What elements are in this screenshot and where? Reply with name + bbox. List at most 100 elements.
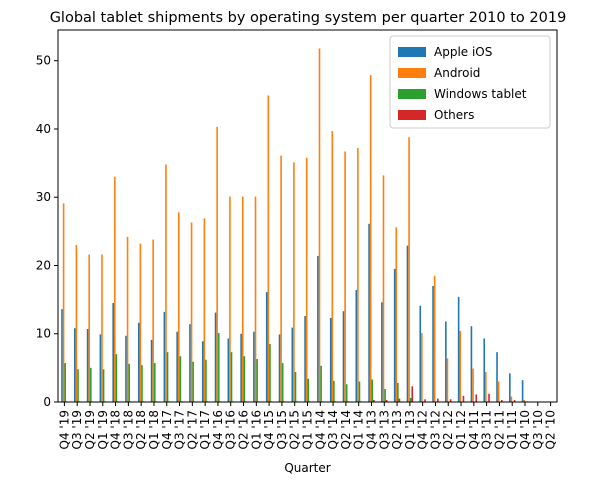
bar-apple-ios-4 xyxy=(112,303,114,402)
bar-area xyxy=(61,48,529,403)
bar-windows-tablet-0 xyxy=(64,363,66,402)
x-tick-label: Q3 '17 xyxy=(173,410,187,449)
bar-windows-tablet-5 xyxy=(128,363,130,402)
y-tick-label: 40 xyxy=(36,122,51,136)
bar-android-11 xyxy=(203,218,206,402)
bar-others-35 xyxy=(513,399,516,402)
x-tick-label: Q1 '11 xyxy=(505,410,519,449)
bar-windows-tablet-15 xyxy=(256,359,258,402)
bar-android-27 xyxy=(408,137,410,402)
bar-apple-ios-0 xyxy=(61,309,63,402)
bar-android-18 xyxy=(293,162,295,402)
x-tick-label: Q3 '14 xyxy=(326,410,340,449)
bar-windows-tablet-9 xyxy=(179,356,182,402)
bar-windows-tablet-23 xyxy=(358,381,361,402)
bar-android-20 xyxy=(318,48,321,403)
bar-apple-ios-36 xyxy=(521,380,524,402)
bar-windows-tablet-21 xyxy=(333,380,335,402)
bar-apple-ios-3 xyxy=(99,334,102,402)
bar-android-26 xyxy=(395,227,398,402)
legend-swatch xyxy=(398,89,426,99)
x-tick-label: Q1 '15 xyxy=(301,410,315,449)
bar-android-32 xyxy=(472,368,474,402)
bar-android-25 xyxy=(382,175,385,402)
bar-others-31 xyxy=(462,395,465,402)
bar-apple-ios-2 xyxy=(86,328,89,402)
bar-android-10 xyxy=(190,222,193,402)
bar-android-9 xyxy=(177,212,180,402)
bar-android-2 xyxy=(88,254,90,402)
x-tick-label: Q4 '12 xyxy=(416,410,430,449)
x-tick-label: Q4 '16 xyxy=(211,410,225,449)
bar-apple-ios-22 xyxy=(342,311,345,402)
bar-windows-tablet-1 xyxy=(77,369,79,402)
x-tick-label: Q1 '17 xyxy=(198,410,212,449)
x-tick-label: Q2 '13 xyxy=(390,410,404,449)
bar-windows-tablet-27 xyxy=(409,397,412,402)
x-tick-label: Q2 '15 xyxy=(288,410,302,449)
x-tick-label: Q2 '16 xyxy=(237,410,251,449)
bar-windows-tablet-6 xyxy=(141,365,143,402)
x-tick-label: Q3 '19 xyxy=(70,410,84,449)
legend-swatch xyxy=(398,68,426,78)
legend-label: Windows tablet xyxy=(434,87,527,101)
bar-android-6 xyxy=(139,243,142,402)
bar-android-21 xyxy=(331,131,334,402)
bar-windows-tablet-14 xyxy=(243,356,246,402)
legend-swatch xyxy=(398,47,426,57)
bar-apple-ios-8 xyxy=(163,311,166,402)
bar-android-17 xyxy=(280,155,282,402)
legend-label: Android xyxy=(434,66,480,80)
x-tick-label: Q4 '13 xyxy=(364,410,378,449)
x-tick-label: Q1 '16 xyxy=(249,410,263,449)
legend-label: Apple iOS xyxy=(434,45,492,59)
x-tick-label: Q1 '18 xyxy=(147,410,161,449)
bar-android-3 xyxy=(101,254,103,402)
bar-apple-ios-19 xyxy=(304,316,306,402)
bar-android-23 xyxy=(357,148,359,402)
bar-android-19 xyxy=(305,157,308,402)
legend-box xyxy=(389,35,551,129)
bar-others-33 xyxy=(488,393,490,402)
x-tick-label: Q1 '19 xyxy=(96,410,110,449)
bar-windows-tablet-13 xyxy=(230,352,233,402)
legend: Apple iOS Android Windows tablet Others xyxy=(389,35,551,129)
x-tick-label: Q1 '14 xyxy=(352,410,366,449)
bar-apple-ios-15 xyxy=(253,331,255,402)
bar-android-36 xyxy=(523,399,526,402)
bar-others-27 xyxy=(411,386,414,402)
bar-android-0 xyxy=(62,203,65,402)
bar-apple-ios-5 xyxy=(125,335,127,402)
bar-windows-tablet-16 xyxy=(269,343,271,402)
y-tick-label: 10 xyxy=(36,327,51,341)
bar-android-14 xyxy=(241,196,244,402)
bar-apple-ios-20 xyxy=(317,255,319,402)
y-tick-label: 30 xyxy=(36,190,51,204)
x-tick-label: Q4 '15 xyxy=(262,410,276,449)
bar-windows-tablet-10 xyxy=(192,361,194,402)
bar-windows-tablet-2 xyxy=(89,367,92,402)
x-tick-label: Q2 '11 xyxy=(492,410,506,449)
bar-android-31 xyxy=(459,331,462,402)
bar-others-24 xyxy=(373,399,375,402)
bar-android-30 xyxy=(446,358,449,402)
bar-apple-ios-28 xyxy=(419,305,422,402)
x-tick-label: Q3 '16 xyxy=(224,410,238,449)
x-tick-label: Q2 '18 xyxy=(134,410,148,449)
bar-apple-ios-30 xyxy=(445,321,447,402)
x-tick-label: Q4 '11 xyxy=(467,410,481,449)
bar-others-30 xyxy=(449,399,452,402)
y-tick-label: 50 xyxy=(36,54,51,68)
bar-apple-ios-12 xyxy=(214,312,217,402)
bar-apple-ios-33 xyxy=(483,338,486,402)
bar-android-13 xyxy=(229,196,231,402)
bar-windows-tablet-7 xyxy=(153,363,156,402)
bar-windows-tablet-26 xyxy=(397,382,399,402)
bar-apple-ios-21 xyxy=(329,318,332,402)
bar-windows-tablet-19 xyxy=(307,378,310,402)
bar-android-24 xyxy=(369,75,372,403)
bar-windows-tablet-17 xyxy=(281,363,284,402)
bar-apple-ios-34 xyxy=(496,352,498,402)
